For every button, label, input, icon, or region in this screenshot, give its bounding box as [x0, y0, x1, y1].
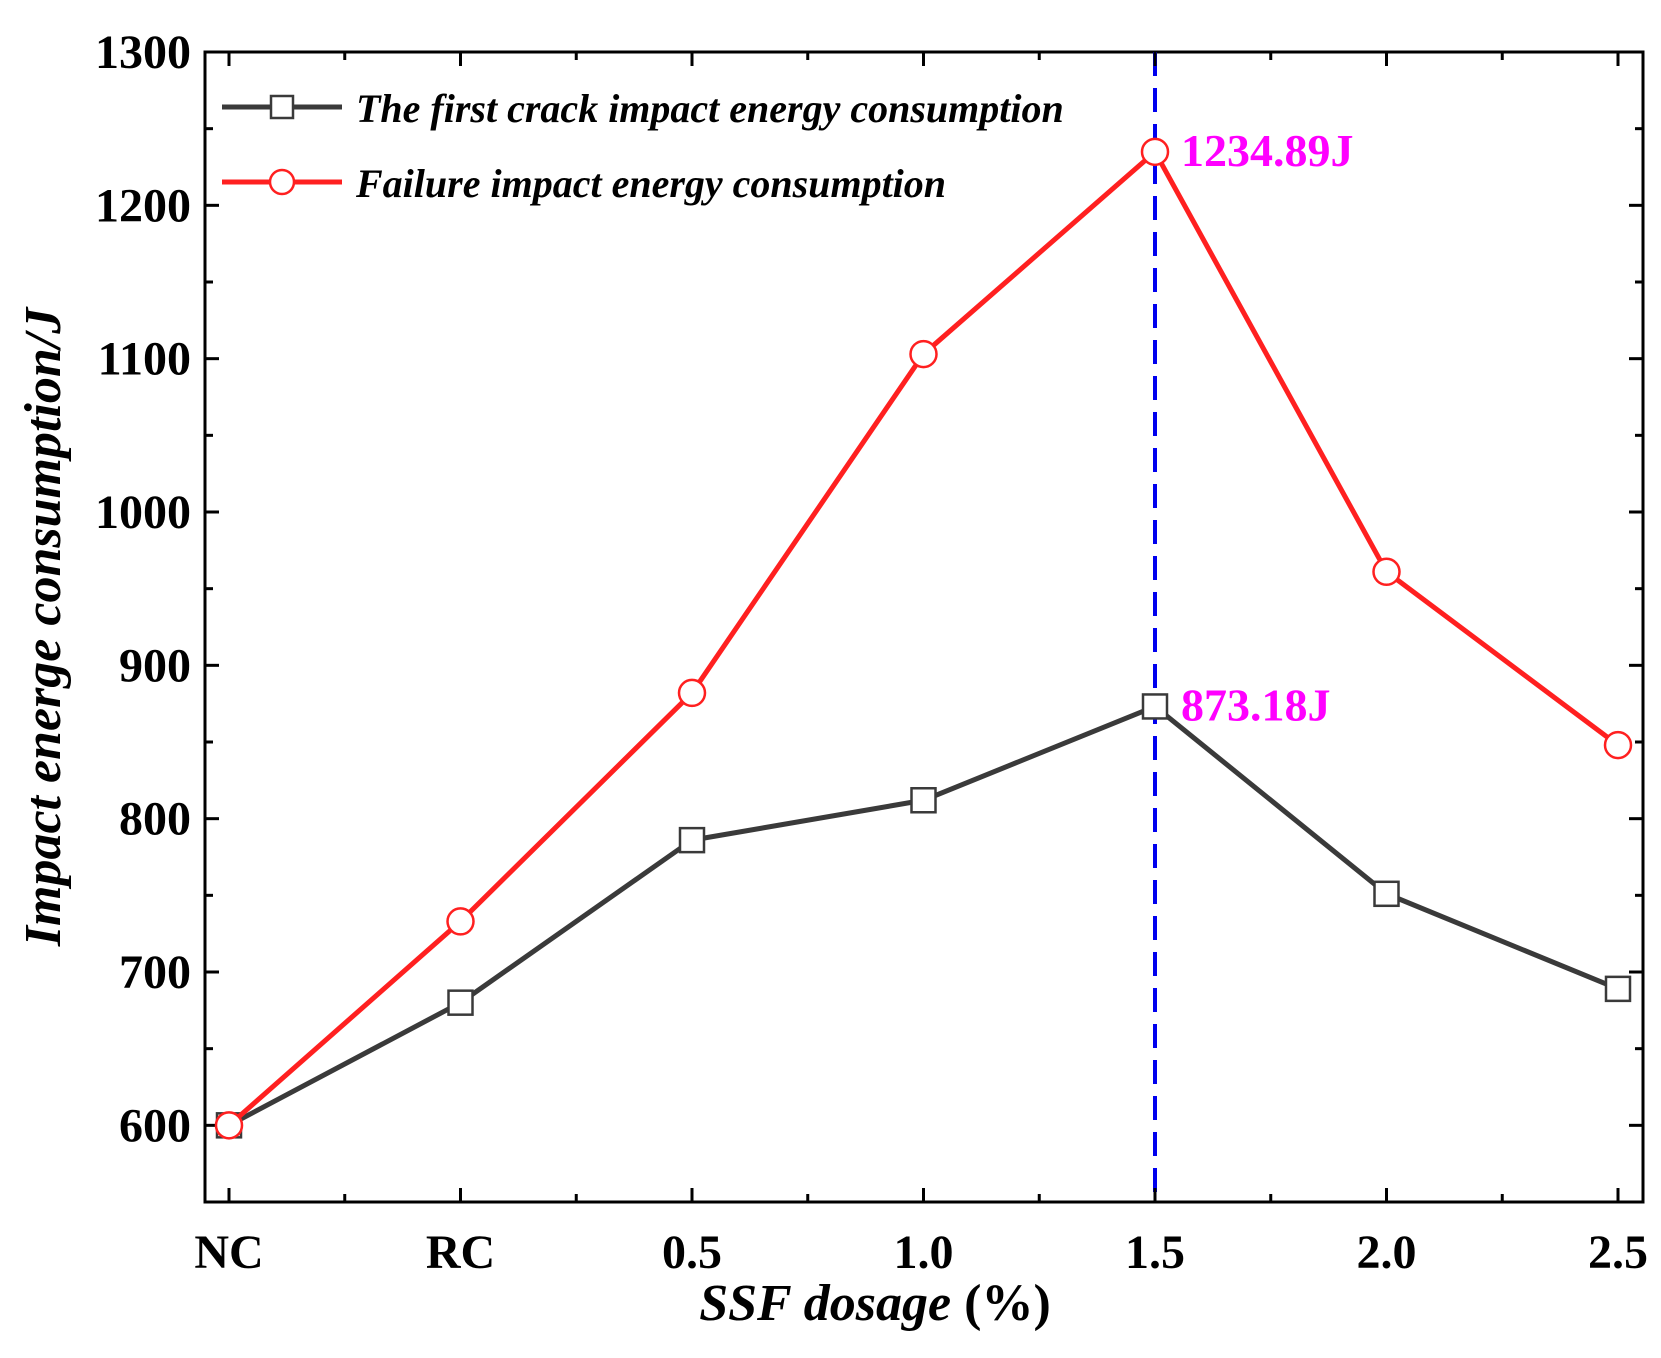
y-tick-label: 1200: [95, 179, 191, 232]
series-line-failure: [227, 149, 1620, 1128]
legend: The first crack impact energy consumptio…: [222, 86, 1064, 206]
data-point-failure: [1140, 137, 1170, 167]
data-point-first-crack: [1604, 975, 1632, 1003]
x-tick-label: RC: [426, 1226, 495, 1279]
y-tick-label: 700: [119, 946, 191, 999]
y-tick-label: 1100: [98, 333, 191, 386]
data-point-first-crack: [1373, 880, 1400, 908]
x-axis-title-italic: SSF dosage: [699, 1275, 951, 1332]
x-tick-label: 2.0: [1357, 1226, 1417, 1279]
y-tick-label: 900: [119, 639, 191, 692]
data-point-failure: [1372, 557, 1401, 587]
series-layer: [214, 137, 1633, 1140]
data-point-failure: [909, 339, 938, 369]
annotations-layer: 1234.89J 873.18J: [1181, 125, 1354, 731]
data-point-first-crack: [910, 787, 937, 814]
y-tick-label: 1300: [95, 26, 191, 79]
data-point-failure: [446, 907, 475, 936]
data-point-first-crack: [678, 826, 706, 854]
x-axis-title: SSF dosage (%): [699, 1275, 1051, 1332]
data-point-first-crack: [1141, 693, 1169, 720]
data-point-failure: [677, 678, 707, 708]
x-axis-title-unit: (%): [951, 1275, 1051, 1332]
x-tick-label: 2.5: [1588, 1226, 1648, 1279]
x-tick-label: 0.5: [662, 1226, 722, 1279]
x-tick-label: NC: [194, 1226, 263, 1279]
y-axis-title: Impact energe consumption/J: [15, 306, 72, 947]
data-point-failure: [1603, 730, 1633, 760]
y-tick-label: 600: [119, 1099, 191, 1152]
series-line-first-crack: [227, 703, 1619, 1128]
annotation-label: 873.18J: [1181, 679, 1331, 730]
legend-marker-circle: [268, 168, 296, 196]
legend-label-first-crack: The first crack impact energy consumptio…: [356, 86, 1064, 131]
x-tick-label: 1.0: [894, 1226, 954, 1279]
data-point-first-crack: [447, 989, 474, 1016]
ticks-layer: 600 700 800 900 1000 1100 1200 1300 NC RC 0.5 1.0 1.…: [95, 26, 1648, 1279]
y-tick-label: 1000: [95, 486, 191, 539]
plot-frame: [203, 50, 1645, 1204]
annotation-label: 1234.89J: [1181, 125, 1354, 176]
legend-marker-square: [269, 94, 295, 120]
x-tick-label: 1.5: [1125, 1226, 1185, 1279]
y-tick-label: 800: [119, 793, 191, 846]
legend-label-failure: Failure impact energy consumption: [355, 161, 946, 206]
data-point-failure: [214, 1111, 244, 1140]
